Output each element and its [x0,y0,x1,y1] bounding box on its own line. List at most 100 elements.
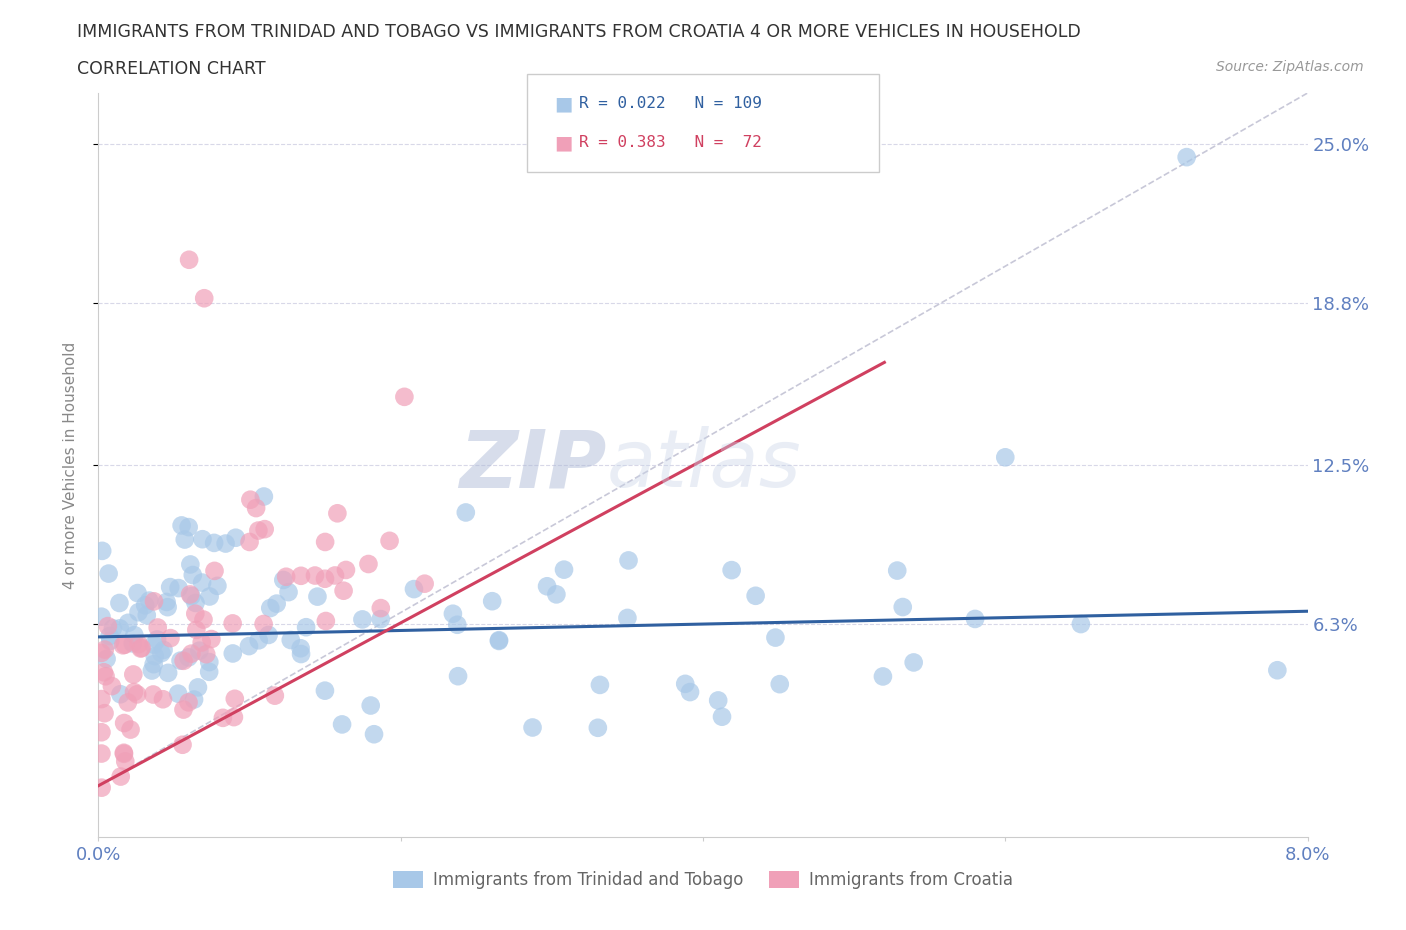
Point [616,610,638,625]
Point [335,563,357,578]
Point [363,726,385,741]
Point [101,679,124,694]
Point [128,637,150,652]
Point [266,596,288,611]
Point [131,641,153,656]
Point [314,535,336,550]
Point [173,654,195,669]
Point [200,631,222,646]
Point [765,631,787,645]
Point [1267,663,1289,678]
Point [769,677,792,692]
Point [177,695,200,710]
Y-axis label: 4 or more Vehicles in Household: 4 or more Vehicles in Household [63,341,77,589]
Point [184,595,207,610]
Point [146,620,169,635]
Point [142,657,165,671]
Text: R = 0.022   N = 109: R = 0.022 N = 109 [579,97,762,112]
Point [112,747,135,762]
Point [93,665,115,680]
Point [536,578,558,593]
Point [280,632,302,647]
Point [187,680,209,695]
Point [120,722,142,737]
Point [253,489,276,504]
Point [111,638,134,653]
Point [253,522,276,537]
Point [142,637,165,652]
Point [257,628,280,643]
Point [181,567,204,582]
Point [108,595,131,610]
Point [127,586,149,601]
Point [90,692,112,707]
Point [172,737,194,752]
Point [378,534,401,549]
Point [94,669,117,684]
Point [903,655,925,670]
Point [994,450,1017,465]
Point [172,702,194,717]
Point [221,616,243,631]
Point [167,686,190,701]
Point [152,643,174,658]
Point [98,633,121,648]
Point [143,649,166,664]
Point [128,604,150,619]
Point [138,593,160,608]
Point [90,609,112,624]
Point [707,693,730,708]
Point [546,587,568,602]
Point [108,621,131,636]
Point [167,580,190,595]
Point [159,631,181,645]
Point [222,710,245,724]
Point [135,608,157,623]
Point [886,564,908,578]
Point [617,553,640,568]
Point [413,577,436,591]
Point [239,492,262,507]
Point [177,650,200,665]
Point [304,568,326,583]
Point [117,695,139,710]
Point [146,632,169,647]
Point [1070,617,1092,631]
Point [222,646,245,661]
Point [134,598,156,613]
Point [198,589,221,604]
Point [370,612,392,627]
Point [170,518,193,533]
Point [314,571,336,586]
Point [157,666,180,681]
Point [247,633,270,648]
Point [357,556,380,571]
Point [273,573,295,588]
Point [370,601,392,616]
Point [212,711,235,725]
Point [180,646,202,661]
Point [323,568,346,583]
Point [326,506,349,521]
Point [191,532,214,547]
Text: CORRELATION CHART: CORRELATION CHART [77,60,266,78]
Point [263,688,285,703]
Point [872,669,894,684]
Point [259,601,281,616]
Point [152,692,174,707]
Text: ZIP: ZIP [458,426,606,504]
Point [198,664,221,679]
Point [112,715,135,730]
Point [127,687,149,702]
Point [114,637,136,652]
Point [360,698,382,713]
Point [101,621,124,636]
Point [245,500,267,515]
Point [402,581,425,596]
Point [94,643,117,658]
Point [177,520,200,535]
Text: Source: ZipAtlas.com: Source: ZipAtlas.com [1216,60,1364,74]
Point [744,589,766,604]
Point [156,600,179,615]
Point [186,622,208,637]
